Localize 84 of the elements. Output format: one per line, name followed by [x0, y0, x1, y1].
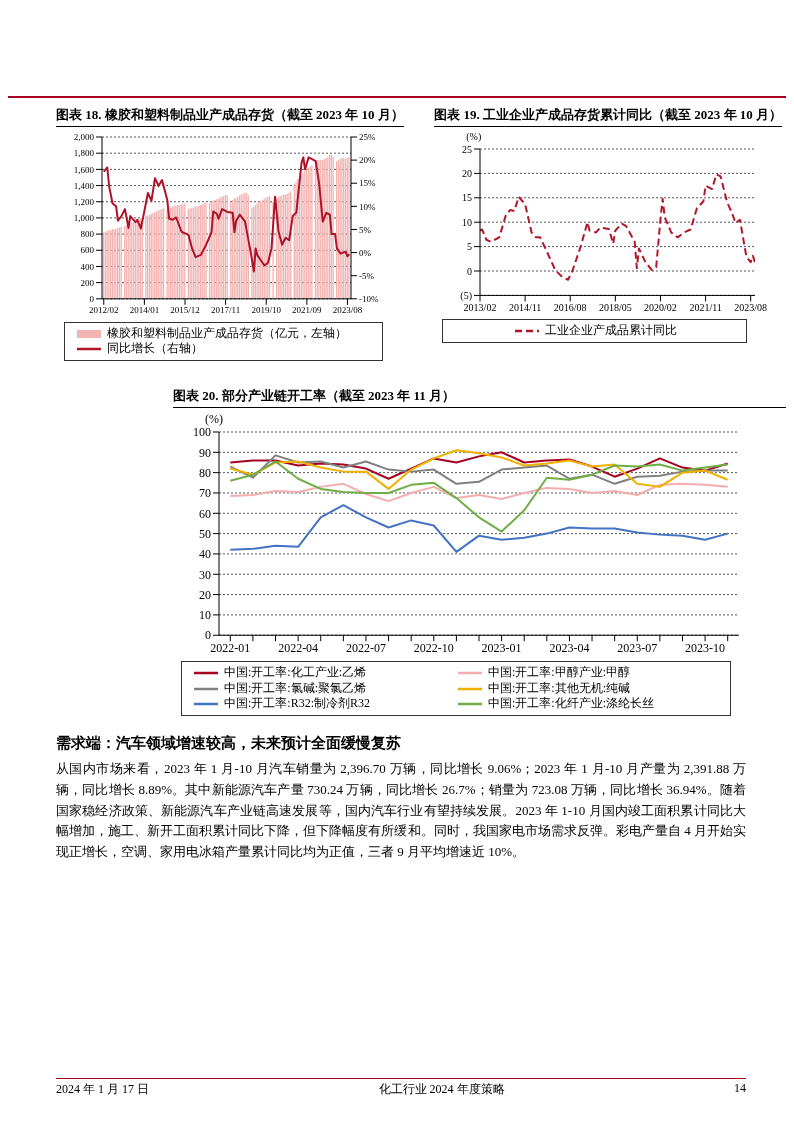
x-tick-label: 2014/11	[509, 301, 542, 313]
x-tick-label: 2022-07	[345, 640, 386, 655]
legend-label: 橡胶和塑料制品业产成品存货（亿元，左轴）	[107, 325, 347, 342]
y-tick-label: 2,000	[73, 132, 95, 143]
legend-label: 中国:开工率:化工产业:乙烯	[224, 665, 367, 681]
x-tick-label: 2023-10	[685, 640, 726, 655]
x-tick-label: 2022-10	[413, 640, 454, 655]
x-tick-label: 2017/11	[211, 305, 241, 316]
y-tick-label: (5)	[460, 289, 473, 302]
y-tick-label: 70	[199, 486, 211, 501]
y-tick-label: 600	[80, 245, 95, 256]
x-tick-label: 2016/08	[554, 301, 587, 313]
y-tick-label: 400	[80, 261, 95, 272]
y-tick-label: 1,600	[73, 164, 95, 175]
y2-tick-label: -5%	[359, 270, 375, 281]
y-tick-label: 20	[199, 587, 211, 602]
text: 从国内市场来看，2023 年 1 月-10 月汽车销量为 2,396.70 万辆，同比增长 9.06%；2023 年 1 月-10 月产量为 2,391.88 万辆，同比增长 8.89%。其中新能源汽车产量 730.24 万辆，同比增长 26.7%；销量为 723.08 万辆，同比增长 36.94%。随着国家稳经济政策、新能源汽车产业链高速发展等，国内汽车行业有望持续发展。2023 年 1-10 月国内竣工面积累计同比大幅增加，施工、新开工面积累计同比下降，但下降幅度有所缓和。同时，我国家电市场需求反弹。彩电产量自 4 月开始实现正增长，空调、家用电冰箱产量累计同比均为正值，三者 9 月平均增速近 10%。	[56, 760, 746, 862]
y2-tick-label: 5%	[359, 224, 372, 235]
legend-label: 中国:开工率:R32:制冷剂R32	[224, 696, 371, 712]
y-tick-label: 0	[467, 265, 473, 277]
line-series	[229, 460, 729, 533]
y2-tick-label: 20%	[359, 155, 376, 166]
legend-label: 中国:开工率:甲醇产业:甲醇	[488, 665, 631, 681]
x-tick-label: 2013/02	[463, 301, 497, 313]
y-tick-label: 1,200	[73, 196, 95, 207]
y-axis-title: (%)	[466, 131, 483, 143]
y-tick-label: 50	[199, 526, 211, 541]
x-tick-label: 2022-01	[210, 640, 251, 655]
y-tick-label: 1,000	[73, 213, 95, 224]
legend-label: 同比增长（右轴）	[107, 341, 203, 357]
y2-tick-label: 10%	[359, 201, 376, 212]
line-series	[229, 482, 729, 503]
x-tick-label: 2012/02	[89, 305, 119, 316]
line-series	[229, 504, 729, 553]
chart-title: 图表 19. 工业企业产成品存货累计同比（截至 2023 年 10 月）	[434, 106, 782, 127]
legend-label: 中国:开工率:化纤产业:涤纶长丝	[488, 696, 655, 712]
text: 需求端：汽车领域增速较高，未来预计全面缓慢复苏	[56, 734, 402, 753]
y-tick-label: 10	[199, 608, 211, 623]
x-tick-label: 2023/08	[332, 305, 363, 316]
y-tick-label: 60	[199, 506, 211, 521]
chart-title: 图表 18. 橡胶和塑料制品业产成品存货（截至 2023 年 10 月）	[56, 106, 404, 127]
y-tick-label: 0	[89, 294, 95, 305]
legend-label: 工业企业产成品累计同比	[544, 323, 677, 339]
x-tick-label: 2021/09	[292, 305, 323, 316]
y-tick-label: 25	[462, 143, 473, 155]
x-tick-label: 2023/08	[734, 301, 768, 313]
y-tick-label: 15	[462, 192, 473, 204]
y2-tick-label: 15%	[359, 178, 376, 189]
line-series	[229, 451, 729, 480]
y-tick-label: 90	[199, 445, 211, 460]
x-tick-label: 2023-07	[617, 640, 658, 655]
line-series	[102, 156, 351, 273]
x-tick-label: 2015/12	[170, 305, 200, 316]
x-tick-label: 2021/11	[689, 301, 723, 313]
y-tick-label: 80	[199, 465, 211, 480]
x-tick-label: 2023-04	[549, 640, 590, 655]
y-axis-title: (%)	[205, 412, 224, 426]
y-tick-label: 1,400	[73, 180, 95, 191]
x-tick-label: 2022-04	[278, 640, 319, 655]
y-tick-label: 0	[205, 628, 211, 643]
y2-tick-label: 25%	[359, 132, 376, 143]
line-series	[480, 173, 756, 281]
y-tick-label: 10	[462, 216, 473, 228]
y-tick-label: 200	[80, 277, 95, 288]
y2-tick-label: 0%	[359, 247, 372, 258]
y2-tick-label: -10%	[359, 294, 379, 305]
y-tick-label: 100	[193, 425, 211, 440]
text: 14	[734, 1081, 746, 1097]
x-tick-label: 2020/02	[644, 301, 678, 313]
y-tick-label: 5	[467, 241, 473, 253]
x-tick-label: 2019/10	[251, 305, 282, 316]
text: 2024 年 1 月 17 日	[56, 1081, 149, 1098]
y-tick-label: 30	[199, 567, 211, 582]
x-tick-label: 2023-01	[481, 640, 522, 655]
legend-label: 中国:开工率:其他无机:纯碱	[488, 680, 631, 697]
y-tick-label: 40	[199, 547, 211, 562]
x-tick-label: 2014/01	[129, 305, 160, 316]
chart-title: 图表 20. 部分产业链开工率（截至 2023 年 11 月）	[173, 387, 786, 408]
x-tick-label: 2018/05	[599, 301, 632, 313]
y-tick-label: 1,800	[73, 148, 95, 159]
legend-label: 中国:开工率:氯碱:聚氯乙烯	[224, 680, 367, 697]
text: 化工行业 2024 年度策略	[378, 1081, 505, 1098]
y-tick-label: 800	[80, 229, 95, 240]
y-tick-label: 20	[462, 167, 473, 179]
